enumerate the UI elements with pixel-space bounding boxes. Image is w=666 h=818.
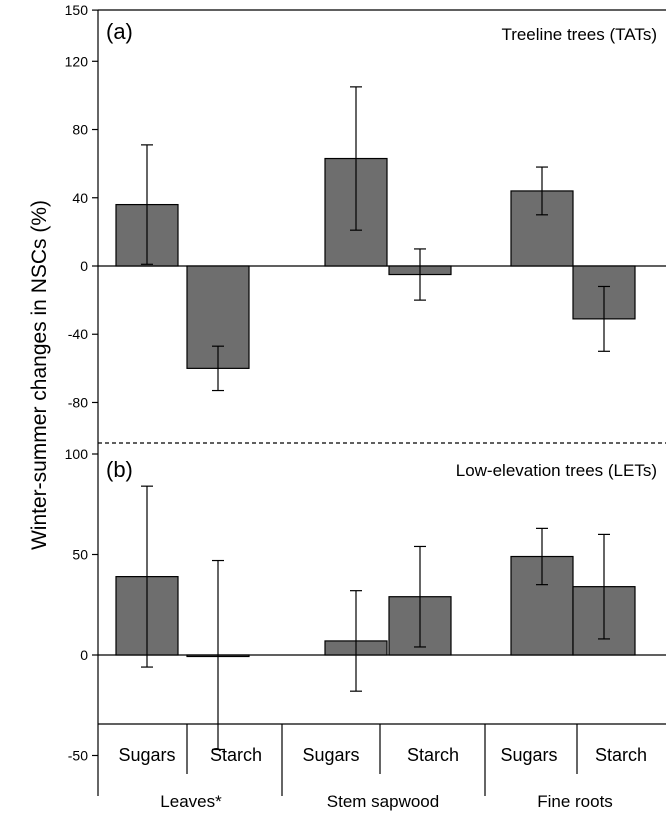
panel-a-y-tick-label: 120 xyxy=(65,53,89,69)
panel-a-y-tick-label: 80 xyxy=(72,122,88,138)
panel-a-y-tick-label: -80 xyxy=(68,394,88,410)
panel-b-letter: (b) xyxy=(106,457,133,482)
panel-a-y-tick-label: -40 xyxy=(68,326,88,342)
panel-b-y-tick-label: 100 xyxy=(65,446,89,462)
panel-b-y-tick-label: 0 xyxy=(80,647,88,663)
panel-a-y-tick-label: 40 xyxy=(72,190,88,206)
category-label-4: Starch xyxy=(407,745,459,765)
panel-a-y-tick-label: 150 xyxy=(65,2,89,18)
panel-b-y-tick-label: 50 xyxy=(72,547,88,563)
y-axis-label: Winter-summer changes in NSCs (%) xyxy=(28,200,51,550)
category-label-5: Sugars xyxy=(500,745,557,765)
panel-a-letter: (a) xyxy=(106,19,133,44)
category-label-1: Sugars xyxy=(118,745,175,765)
panel-a-y-tick-label: 0 xyxy=(80,258,88,274)
group-label-stem-sapwood: Stem sapwood xyxy=(327,792,439,811)
panel-b-title: Low-elevation trees (LETs) xyxy=(456,461,657,480)
category-label-3: Sugars xyxy=(302,745,359,765)
group-label-fine-roots: Fine roots xyxy=(537,792,613,811)
panel-a-title: Treeline trees (TATs) xyxy=(501,25,657,44)
group-label-leaves: Leaves* xyxy=(160,792,222,811)
category-label-6: Starch xyxy=(595,745,647,765)
plot-frame xyxy=(97,9,666,796)
panel-b-y-tick-label: -50 xyxy=(68,748,88,764)
